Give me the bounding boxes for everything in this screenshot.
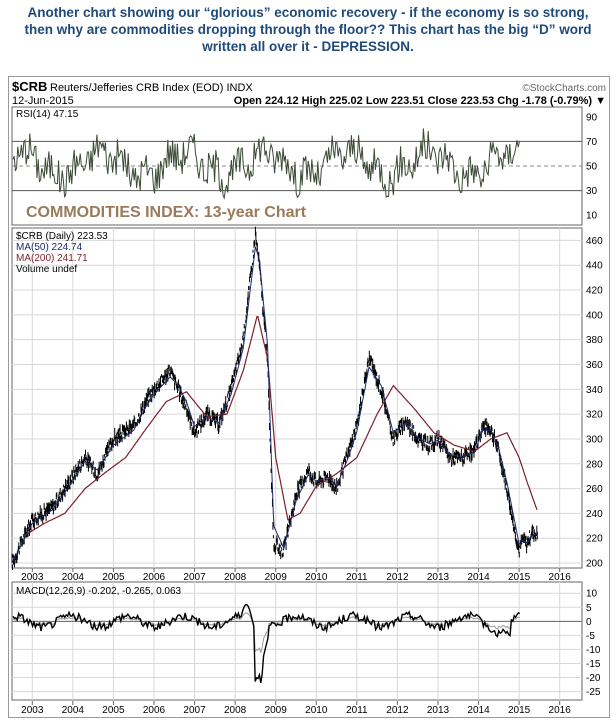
macd-panel — [11, 581, 583, 701]
macd-grid: 10 5 0 -5 -10 -15 -20 -25 — [12, 582, 601, 700]
year-tick-label: 2011 — [346, 705, 368, 716]
macd-tick-label: -20 — [586, 673, 601, 684]
year-tick-label: 2012 — [386, 572, 409, 583]
price-tick-label: 380 — [586, 335, 603, 346]
year-tick-label: 2012 — [386, 705, 409, 716]
rsi-tick-label: 10 — [586, 211, 598, 222]
chart-caption: Another chart showing our “glorious” eco… — [0, 4, 616, 55]
macd-label: MACD(12,26,9) -0.202, -0.265, 0.063 — [16, 586, 182, 597]
year-tick-label: 2003 — [21, 572, 44, 583]
price-tick-label: 300 — [586, 434, 603, 445]
legend-volume: Volume undef — [16, 264, 77, 275]
header-date: 12-Jun-2015 — [12, 95, 74, 107]
rsi-label: RSI(14) 47.15 — [16, 109, 79, 120]
year-tick-label: 2010 — [305, 572, 328, 583]
year-tick-label: 2007 — [183, 572, 206, 583]
year-tick-label: 2015 — [508, 705, 531, 716]
legend-ma200: MA(200) 241.71 — [16, 253, 88, 264]
price-legend: $CRB (Daily) 223.53 MA(50) 224.74 MA(200… — [16, 231, 108, 275]
year-tick-label: 2014 — [467, 705, 490, 716]
macd-tick-label: 10 — [586, 589, 598, 600]
macd-line — [12, 603, 521, 684]
year-tick-label: 2009 — [265, 705, 288, 716]
year-tick-label: 2006 — [143, 572, 166, 583]
watermark: ©StockCharts.com — [522, 83, 606, 94]
macd-tick-label: -10 — [586, 645, 601, 656]
price-tick-label: 280 — [586, 459, 603, 470]
price-tick-label: 460 — [586, 236, 603, 247]
year-axis-top: 2003 2004 2005 2006 2007 2008 2009 2010 2011 2012… — [21, 568, 571, 583]
year-tick-label: 2010 — [305, 705, 328, 716]
rsi-tick-label: 30 — [586, 186, 598, 197]
price-tick-label: 440 — [586, 261, 603, 272]
rsi-tick-label: 70 — [586, 137, 598, 148]
year-tick-label: 2013 — [427, 705, 450, 716]
year-tick-label: 2004 — [62, 705, 85, 716]
year-tick-label: 2014 — [467, 572, 490, 583]
caption-line-2: then why are commodities dropping throug… — [24, 22, 592, 37]
year-tick-label: 2015 — [508, 572, 531, 583]
caption-line-3: written all over it - DEPRESSION. — [202, 39, 414, 54]
caption-line-1: Another chart showing our “glorious” eco… — [27, 5, 589, 20]
ma200-line — [23, 315, 538, 537]
year-tick-label: 2006 — [143, 705, 166, 716]
year-tick-label: 2008 — [224, 572, 247, 583]
year-axis-bottom: 2003 2004 2005 2006 2007 2008 2009 2010 2011 2012… — [21, 701, 571, 716]
price-series — [11, 226, 538, 571]
year-tick-label: 2016 — [549, 705, 572, 716]
price-panel — [11, 227, 583, 569]
ma50-line — [11, 246, 538, 564]
macd-tick-label: 5 — [586, 603, 592, 614]
rsi-tick-label: 90 — [586, 112, 598, 123]
year-tick-label: 2011 — [346, 572, 368, 583]
header-quote: Open 224.12 High 225.02 Low 223.51 Close… — [234, 95, 606, 107]
price-grid: 200 220 240 260 280 300 320 340 360 380 400 420 440 4… — [12, 228, 603, 570]
year-tick-label: 2013 — [427, 572, 450, 583]
header-name: Reuters/Jefferies CRB Index (EOD) INDX — [50, 82, 253, 94]
year-tick-label: 2016 — [549, 572, 572, 583]
rsi-tick-label: 50 — [586, 162, 598, 173]
macd-tick-label: -25 — [586, 687, 601, 698]
price-tick-label: 340 — [586, 385, 603, 396]
legend-crb: $CRB (Daily) 223.53 — [16, 231, 108, 242]
year-tick-label: 2003 — [21, 705, 44, 716]
macd-tick-label: -15 — [586, 659, 601, 670]
macd-signal-line — [12, 612, 520, 654]
price-tick-label: 200 — [586, 559, 603, 570]
year-tick-label: 2005 — [102, 705, 125, 716]
price-tick-label: 400 — [586, 310, 603, 321]
price-tick-label: 360 — [586, 360, 603, 371]
macd-tick-label: -5 — [586, 631, 595, 642]
rsi-line — [12, 128, 520, 200]
header-symbol: $CRB — [12, 79, 47, 94]
price-tick-label: 220 — [586, 534, 603, 545]
overlay-title: COMMODITIES INDEX: 13-year Chart — [26, 204, 307, 221]
price-tick-label: 260 — [586, 484, 603, 495]
macd-tick-label: 0 — [586, 617, 592, 628]
price-tick-label: 320 — [586, 410, 603, 421]
year-tick-label: 2009 — [265, 572, 288, 583]
price-tick-label: 240 — [586, 509, 603, 520]
price-tick-label: 420 — [586, 286, 603, 297]
legend-ma50: MA(50) 224.74 — [16, 242, 83, 253]
year-tick-label: 2004 — [62, 572, 85, 583]
year-tick-label: 2005 — [102, 572, 125, 583]
year-tick-label: 2007 — [183, 705, 206, 716]
year-tick-label: 2008 — [224, 705, 247, 716]
